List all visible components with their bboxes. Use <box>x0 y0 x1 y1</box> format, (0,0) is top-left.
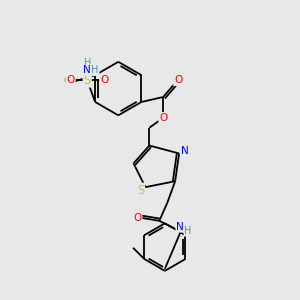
Text: H: H <box>92 65 99 75</box>
Text: Cl: Cl <box>64 76 75 86</box>
Text: O: O <box>134 213 142 223</box>
Text: O: O <box>66 75 74 85</box>
Text: O: O <box>100 75 108 85</box>
Text: N: N <box>83 65 91 75</box>
Text: H: H <box>184 226 192 236</box>
Text: S: S <box>137 184 144 196</box>
Text: H: H <box>83 58 91 68</box>
Text: O: O <box>174 75 182 85</box>
Text: O: O <box>159 113 167 123</box>
Text: N: N <box>181 146 189 157</box>
Text: S: S <box>83 74 91 87</box>
Text: N: N <box>176 222 184 232</box>
